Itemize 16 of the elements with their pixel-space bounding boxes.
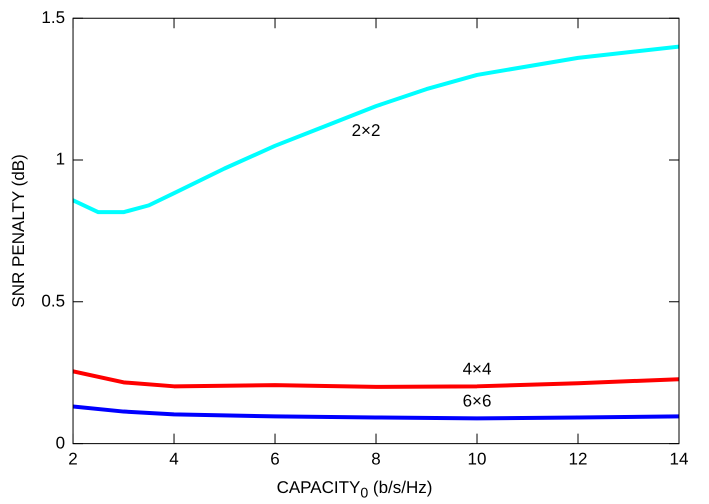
y-tick-label: 0.5	[41, 291, 66, 310]
y-tick-label: 1	[56, 150, 66, 169]
x-axis-title: CAPACITY$_{0}$ (b/s/Hz)	[276, 478, 434, 502]
series-label: 2×2	[352, 121, 380, 140]
x-tick-label: 10	[468, 449, 486, 468]
y-axis-title: SNR PENALTY (dB)	[8, 154, 28, 308]
x-tick-label: 14	[670, 449, 688, 468]
x-tick-label: 12	[568, 449, 588, 468]
x-tick-label: 8	[371, 449, 381, 468]
x-tick-label: 6	[270, 449, 280, 468]
series-label: 6×6	[462, 391, 492, 410]
x-tick-label: 2	[68, 449, 78, 468]
y-tick-label: 1.5	[41, 8, 66, 27]
x-tick-label: 4	[169, 449, 179, 468]
series-label: 4×4	[462, 359, 492, 378]
y-tick-label: 0	[56, 433, 66, 452]
